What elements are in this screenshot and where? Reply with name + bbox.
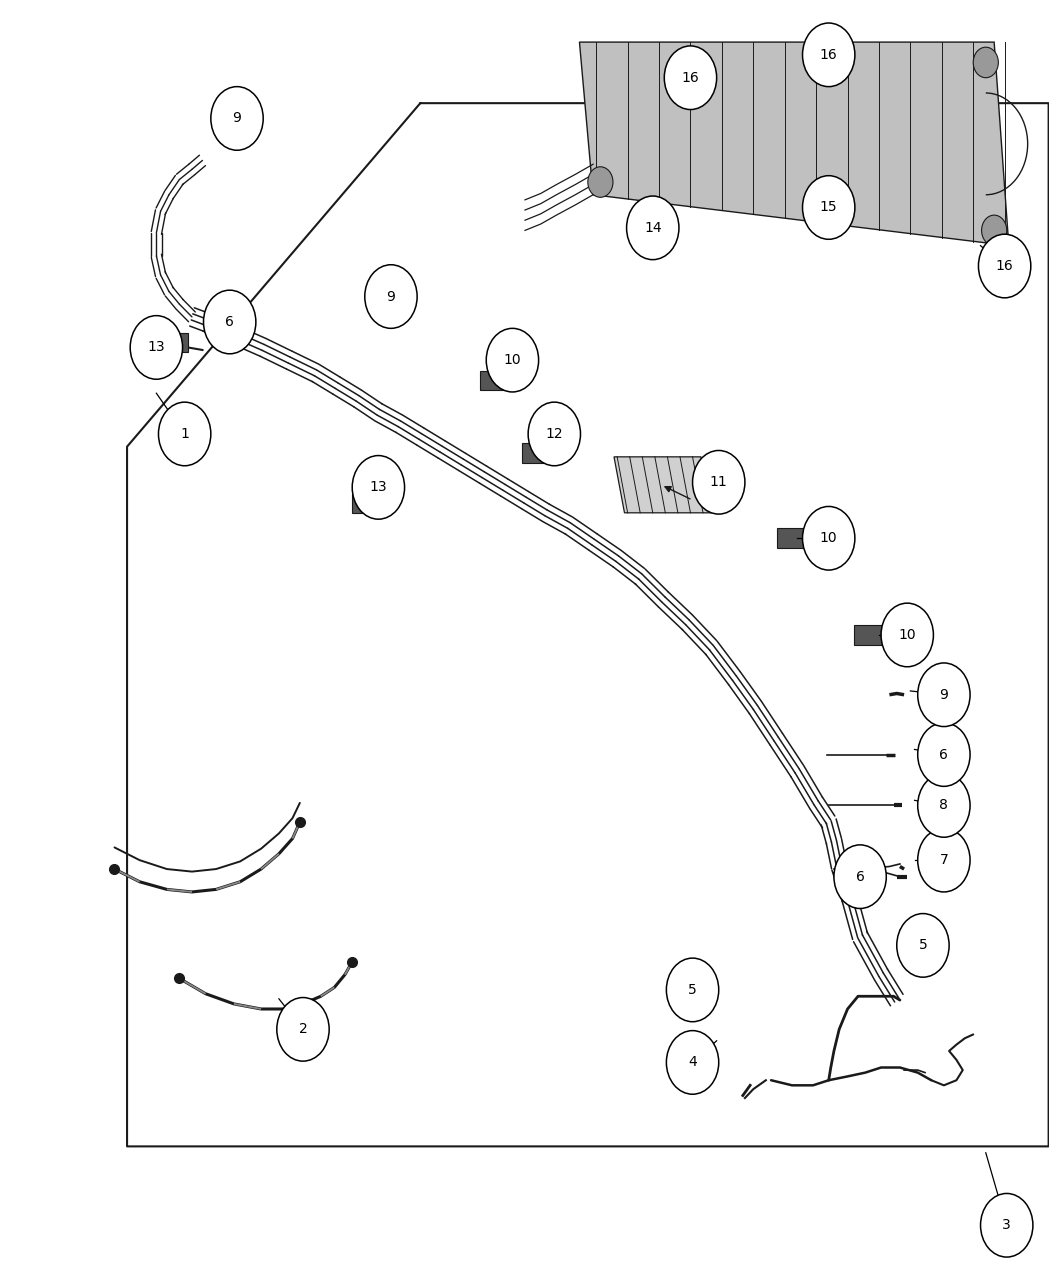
Text: 3: 3 — [1003, 1219, 1011, 1232]
Text: 16: 16 — [820, 48, 838, 61]
Bar — [167, 333, 188, 352]
Circle shape — [159, 402, 211, 465]
Bar — [522, 444, 545, 463]
Text: 13: 13 — [148, 340, 165, 354]
Circle shape — [982, 215, 1007, 246]
Text: 11: 11 — [710, 476, 728, 490]
Circle shape — [670, 52, 695, 83]
Text: 16: 16 — [995, 259, 1013, 273]
Text: 10: 10 — [899, 629, 916, 641]
Circle shape — [665, 46, 717, 110]
Circle shape — [973, 47, 999, 78]
Text: 15: 15 — [820, 200, 838, 214]
Text: 8: 8 — [940, 798, 948, 812]
Text: 6: 6 — [940, 747, 948, 761]
Text: 9: 9 — [940, 687, 948, 701]
Text: 16: 16 — [681, 70, 699, 84]
Text: 10: 10 — [820, 532, 838, 546]
Text: 12: 12 — [546, 427, 563, 441]
Text: 9: 9 — [233, 111, 242, 125]
Text: 6: 6 — [226, 315, 234, 329]
Circle shape — [627, 196, 679, 260]
Circle shape — [981, 1193, 1033, 1257]
Text: 6: 6 — [856, 870, 864, 884]
Circle shape — [918, 774, 970, 838]
Circle shape — [364, 265, 417, 329]
Text: 5: 5 — [919, 938, 927, 952]
Circle shape — [352, 455, 404, 519]
Circle shape — [918, 829, 970, 892]
Bar — [854, 625, 883, 645]
Polygon shape — [580, 42, 1009, 246]
Bar — [777, 528, 806, 548]
Circle shape — [588, 167, 613, 198]
Circle shape — [802, 506, 855, 570]
Circle shape — [211, 87, 264, 150]
Circle shape — [277, 997, 329, 1061]
Circle shape — [802, 23, 855, 87]
Circle shape — [826, 50, 852, 80]
Circle shape — [897, 914, 949, 977]
Circle shape — [486, 329, 539, 391]
Circle shape — [667, 1030, 719, 1094]
Text: 10: 10 — [504, 353, 521, 367]
Circle shape — [130, 316, 183, 379]
Circle shape — [204, 291, 256, 353]
Text: 2: 2 — [298, 1023, 308, 1037]
Circle shape — [918, 663, 970, 727]
Circle shape — [881, 603, 933, 667]
Text: 1: 1 — [181, 427, 189, 441]
Circle shape — [918, 723, 970, 787]
Text: 4: 4 — [688, 1056, 697, 1070]
Text: 13: 13 — [370, 481, 387, 495]
Text: 7: 7 — [940, 853, 948, 867]
Text: 9: 9 — [386, 289, 396, 303]
Text: 14: 14 — [644, 221, 662, 235]
Circle shape — [528, 402, 581, 465]
Circle shape — [693, 450, 744, 514]
Bar — [480, 371, 503, 390]
Polygon shape — [614, 456, 712, 513]
Circle shape — [802, 176, 855, 240]
Circle shape — [979, 235, 1031, 298]
Circle shape — [834, 845, 886, 909]
Text: 5: 5 — [688, 983, 697, 997]
Bar — [352, 495, 373, 514]
Circle shape — [667, 958, 719, 1021]
